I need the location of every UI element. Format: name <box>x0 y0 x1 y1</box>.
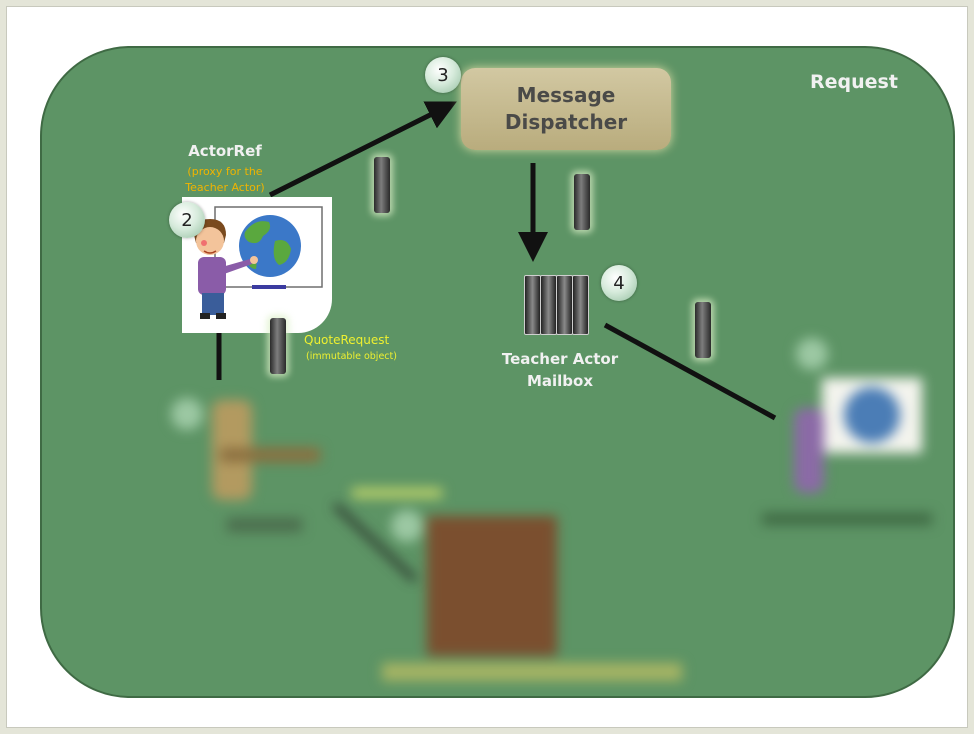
quote-request-message-3 <box>270 318 286 374</box>
blurred-system-figure <box>427 516 557 656</box>
mailbox-label: Teacher Actor Mailbox <box>501 350 619 390</box>
diagram-title: Request <box>810 71 898 93</box>
step-4-badge: 4 <box>601 265 637 301</box>
mailbox-slot <box>556 275 573 335</box>
arrow-mailbox-to-teacher <box>603 322 777 421</box>
quote-request-title: QuoteRequest <box>304 333 390 347</box>
teacher-actor-mailbox <box>524 275 592 335</box>
step-3-badge: 3 <box>425 57 461 93</box>
message-dispatcher-box: Message Dispatcher <box>461 68 671 150</box>
teacher-at-globe-icon <box>193 206 323 319</box>
quote-request-note: (immutable object) <box>306 351 397 362</box>
quote-request-message-4 <box>695 302 711 358</box>
step-2-badge: 2 <box>169 202 205 238</box>
mailbox-slot <box>572 275 589 335</box>
request-board <box>40 46 955 698</box>
quote-request-message-1 <box>374 157 390 213</box>
mailbox-slot <box>540 275 557 335</box>
dispatcher-label-line-2: Dispatcher <box>504 110 628 134</box>
quote-request-message-2 <box>574 174 590 230</box>
dispatcher-label-line-1: Message <box>516 83 616 107</box>
blurred-background <box>171 338 932 681</box>
mailbox-slot <box>524 275 541 335</box>
blurred-step-1-icon <box>171 398 203 430</box>
actor-ref-title: ActorRef <box>188 142 262 160</box>
actor-ref-teacher-card <box>182 197 332 333</box>
arrow-ref-to-dispatcher <box>268 101 457 198</box>
actor-ref-note: (proxy for the Teacher Actor) <box>185 165 265 194</box>
